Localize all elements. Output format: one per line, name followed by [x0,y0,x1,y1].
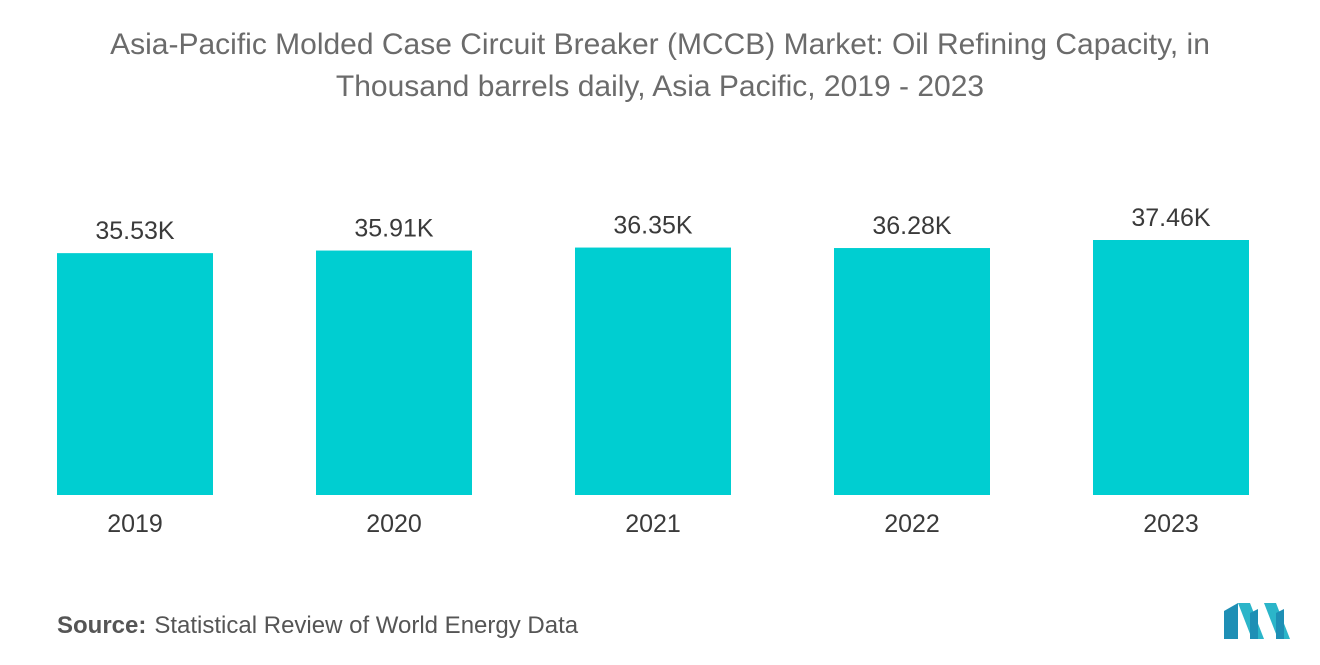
data-label-2022: 36.28K [872,212,952,240]
x-tick-2019: 2019 [107,510,163,538]
bar-2023 [1093,240,1249,495]
data-label-2020: 35.91K [354,215,434,243]
source-note: Source: Statistical Review of World Energ… [57,612,578,640]
x-tick-2020: 2020 [366,510,422,538]
source-label: Source: [57,612,147,639]
data-label-2019: 35.53K [95,217,175,245]
bar-2020 [316,250,472,495]
bar-chart: 35.53K 2019 35.91K 2020 36.35K 2021 36.28K 2022… [57,204,1249,538]
chart-title-line-2: Thousand barrels daily, Asia Pacific, 20… [335,70,985,103]
bar-2022 [834,248,990,495]
x-tick-2023: 2023 [1143,510,1199,538]
data-label-2023: 37.46K [1131,204,1211,232]
bar-2019 [57,253,213,495]
mordor-intelligence-logo-icon [1224,603,1290,639]
chart-title: Asia-Pacific Molded Case Circuit Breaker… [20,24,1300,108]
x-tick-2021: 2021 [625,510,681,538]
bar-2021 [575,247,731,495]
data-label-2021: 36.35K [613,212,693,240]
chart-title-line-1: Asia-Pacific Molded Case Circuit Breaker… [110,28,1210,61]
source-text: Statistical Review of World Energy Data [154,612,579,639]
x-tick-2022: 2022 [884,510,940,538]
